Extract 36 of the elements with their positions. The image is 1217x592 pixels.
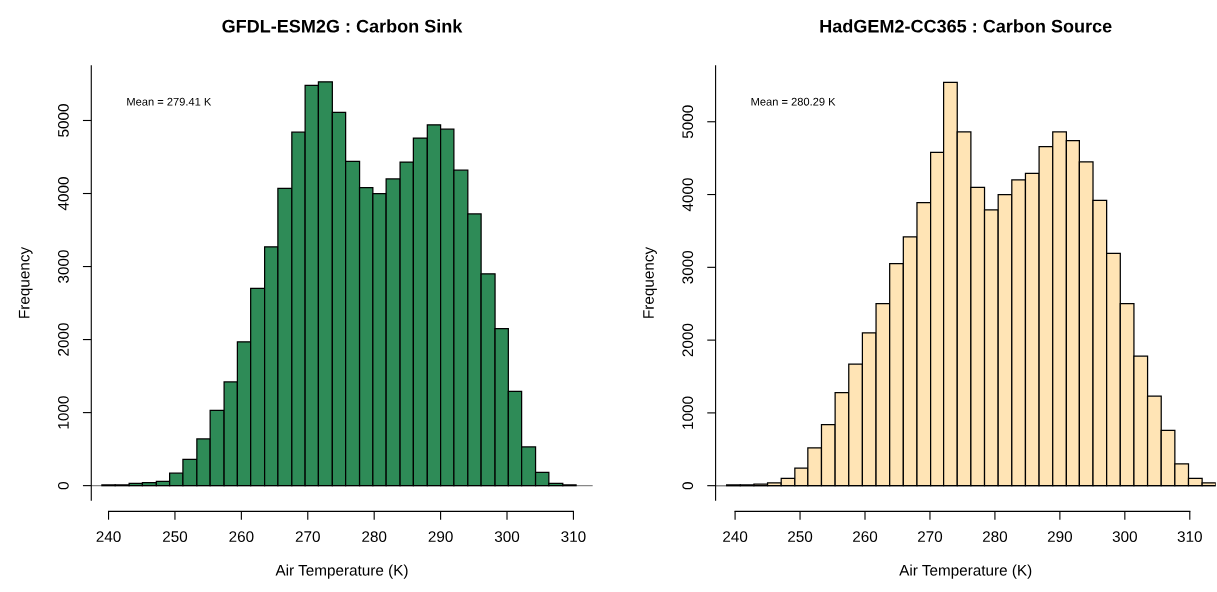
y-tick-label: 5000 [57, 104, 69, 137]
y-tick-label: 4000 [682, 178, 694, 212]
chart-title: HadGEM2-CC365 : Carbon Source [820, 19, 1112, 33]
y-axis-title: Frequency [18, 246, 33, 318]
x-tick-label: 300 [494, 531, 520, 543]
x-tick-label: 270 [295, 531, 320, 543]
x-tick-label: 280 [982, 531, 1008, 543]
y-tick-label: 2000 [682, 323, 694, 357]
y-tick-label: 0 [57, 481, 69, 490]
chart-title: GFDL-ESM2G : Carbon Sink [222, 19, 463, 33]
x-tick-label: 310 [561, 531, 586, 543]
x-tick-label: 260 [229, 531, 254, 543]
x-tick-label: 300 [1112, 531, 1137, 543]
x-tick-label: 240 [96, 531, 121, 543]
annotation: Mean = 279.41 K [127, 97, 212, 106]
x-tick-label: 250 [788, 531, 813, 543]
y-tick-label: 1000 [57, 396, 69, 429]
annotation: Mean = 280.29 K [751, 97, 836, 106]
y-axis-title: Frequency [643, 246, 657, 318]
x-tick-label: 280 [362, 531, 387, 543]
y-tick-label: 5000 [682, 105, 694, 139]
y-tick-label: 2000 [57, 323, 69, 356]
x-tick-label: 290 [1047, 531, 1073, 543]
x-axis-title: Air Temperature (K) [899, 564, 1032, 579]
x-tick-label: 260 [853, 531, 878, 543]
y-tick-label: 4000 [57, 177, 69, 211]
x-tick-label: 290 [428, 531, 453, 543]
x-tick-label: 250 [162, 531, 188, 543]
y-tick-label: 3000 [682, 250, 694, 284]
y-tick-label: 1000 [682, 396, 694, 429]
x-tick-label: 270 [917, 531, 943, 543]
x-tick-label: 240 [723, 531, 748, 543]
y-tick-label: 3000 [57, 250, 69, 283]
x-tick-label: 310 [1177, 531, 1202, 543]
x-axis-title: Air Temperature (K) [275, 564, 408, 579]
y-tick-label: 0 [682, 482, 694, 490]
